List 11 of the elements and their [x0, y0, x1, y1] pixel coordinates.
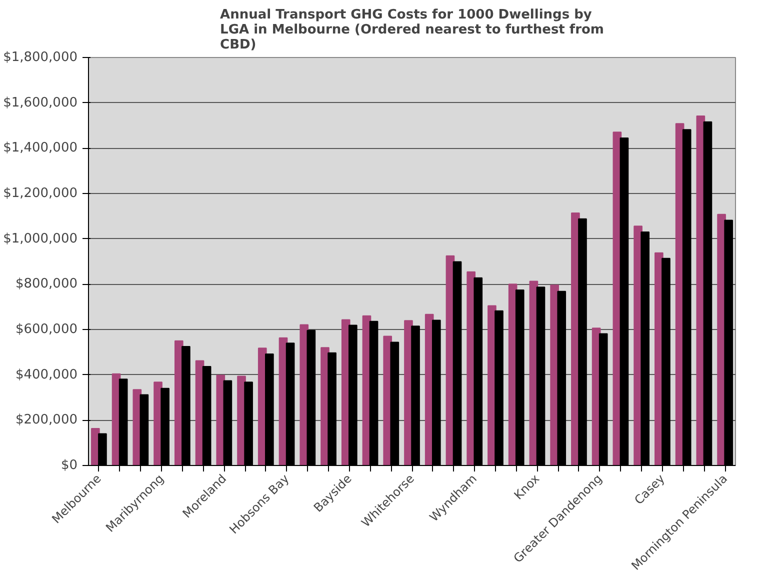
y-tick-label: $200,000 — [15, 412, 78, 428]
y-tick-label: $1,800,000 — [3, 50, 78, 65]
chart-title: Annual Transport GHG Costs for 1000 Dwellings by LGA in Melbourne (Ordered nearest to furthest from CBD) — [220, 8, 604, 52]
y-tick-label: $400,000 — [15, 367, 78, 382]
y-tick-label: $0 — [60, 458, 78, 473]
y-tick-label: $1,400,000 — [3, 140, 78, 156]
y-tick-label: $1,200,000 — [3, 186, 78, 201]
y-tick-label: $1,000,000 — [3, 231, 78, 246]
y-tick-label: $1,600,000 — [3, 95, 78, 110]
y-tick-label: $800,000 — [15, 276, 78, 292]
y-tick-label: $600,000 — [15, 322, 78, 337]
